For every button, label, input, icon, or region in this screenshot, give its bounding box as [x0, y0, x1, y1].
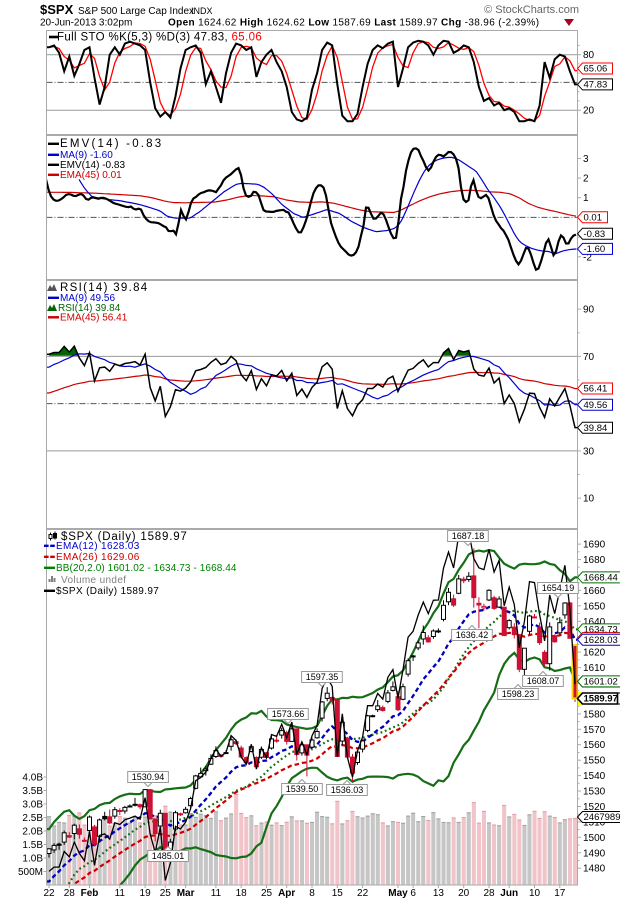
svg-text:1530.94: 1530.94 [132, 772, 165, 782]
svg-text:1536.03: 1536.03 [331, 785, 364, 795]
svg-text:1.5B: 1.5B [22, 840, 43, 851]
svg-text:15: 15 [332, 888, 344, 899]
svg-text:1: 1 [583, 193, 589, 204]
svg-text:1480: 1480 [583, 864, 606, 875]
svg-text:10: 10 [583, 494, 595, 505]
svg-text:19: 19 [140, 888, 152, 899]
svg-text:28: 28 [483, 888, 495, 899]
svg-text:25: 25 [261, 888, 273, 899]
svg-text:S&P 500 Large Cap Index: S&P 500 Large Cap Index [78, 6, 194, 17]
svg-text:1680: 1680 [583, 555, 606, 566]
svg-text:1530: 1530 [583, 787, 606, 798]
svg-text:6: 6 [410, 888, 416, 899]
svg-text:1601.02: 1601.02 [584, 677, 618, 688]
svg-text:10: 10 [529, 888, 541, 899]
svg-text:© StockCharts.com: © StockCharts.com [484, 4, 579, 16]
svg-text:EMA(12) 1628.03: EMA(12) 1628.03 [56, 541, 140, 552]
svg-text:1598.23: 1598.23 [502, 689, 535, 699]
svg-text:20: 20 [583, 106, 595, 117]
svg-text:-1.60: -1.60 [584, 244, 606, 255]
svg-text:1668.44: 1668.44 [584, 573, 618, 584]
svg-text:Mar: Mar [177, 888, 195, 899]
svg-text:EMA(45) 56.41: EMA(45) 56.41 [60, 313, 128, 324]
svg-text:BB(20,2.0) 1601.02 - 1634.73 -: BB(20,2.0) 1601.02 - 1634.73 - 1668.44 [56, 563, 237, 574]
svg-text:1690: 1690 [583, 540, 606, 551]
svg-text:500M: 500M [18, 867, 43, 878]
svg-text:1597.35: 1597.35 [306, 672, 339, 682]
svg-text:1539.50: 1539.50 [286, 784, 319, 794]
svg-text:49.56: 49.56 [584, 400, 608, 411]
svg-text:1620: 1620 [583, 648, 606, 659]
svg-text:1687.18: 1687.18 [452, 531, 485, 541]
svg-text:$SPX (Daily) 1589.97: $SPX (Daily) 1589.97 [56, 586, 159, 597]
svg-text:1573.66: 1573.66 [272, 709, 305, 719]
svg-text:EMA(26) 1629.06: EMA(26) 1629.06 [56, 552, 140, 563]
svg-text:1.0B: 1.0B [22, 854, 43, 865]
svg-text:-0.83: -0.83 [584, 229, 606, 240]
svg-text:1628.03: 1628.03 [584, 635, 618, 646]
svg-text:20-Jun-2013 3:02pm: 20-Jun-2013 3:02pm [40, 18, 132, 29]
svg-text:2.0B: 2.0B [22, 827, 43, 838]
svg-text:1650: 1650 [583, 601, 606, 612]
svg-text:1660: 1660 [583, 586, 606, 597]
svg-text:47.83: 47.83 [584, 80, 608, 91]
svg-text:1500: 1500 [583, 833, 606, 844]
svg-text:20: 20 [458, 888, 470, 899]
svg-text:2467989: 2467989 [584, 812, 620, 823]
svg-text:1570: 1570 [583, 725, 606, 736]
svg-text:1608.07: 1608.07 [527, 676, 560, 686]
svg-text:INDX: INDX [191, 6, 213, 16]
svg-text:56.41: 56.41 [584, 384, 608, 395]
svg-text:25: 25 [160, 888, 172, 899]
svg-text:3: 3 [583, 154, 589, 165]
svg-text:1654.19: 1654.19 [542, 583, 575, 593]
svg-text:3.5B: 3.5B [22, 786, 43, 797]
svg-text:Volume undef: Volume undef [61, 575, 126, 586]
svg-text:1560: 1560 [583, 740, 606, 751]
svg-text:1490: 1490 [583, 848, 606, 859]
svg-text:17: 17 [554, 888, 566, 899]
svg-text:1589.97: 1589.97 [584, 694, 618, 705]
svg-text:1610: 1610 [583, 663, 606, 674]
svg-text:1540: 1540 [583, 771, 606, 782]
svg-text:May: May [388, 888, 408, 899]
svg-text:$SPX: $SPX [40, 2, 74, 17]
svg-text:22: 22 [43, 888, 55, 899]
svg-text:Open 1624.62 High 1624.62 Low: Open 1624.62 High 1624.62 Low 1587.69 La… [168, 18, 539, 29]
svg-text:28: 28 [64, 888, 76, 899]
svg-text:80: 80 [583, 50, 595, 61]
svg-text:2: 2 [583, 174, 589, 185]
svg-text:30: 30 [583, 446, 595, 457]
svg-text:13: 13 [433, 888, 445, 899]
svg-text:4.0B: 4.0B [22, 773, 43, 784]
svg-text:1485.01: 1485.01 [152, 851, 185, 861]
svg-text:3.0B: 3.0B [22, 800, 43, 811]
svg-text:1580: 1580 [583, 709, 606, 720]
svg-text:18: 18 [236, 888, 248, 899]
svg-text:11: 11 [211, 888, 222, 899]
svg-text:11: 11 [115, 888, 126, 899]
svg-text:39.84: 39.84 [584, 423, 608, 434]
svg-text:Feb: Feb [81, 888, 99, 899]
svg-text:22: 22 [357, 888, 369, 899]
svg-text:EMV(14) -0.83: EMV(14) -0.83 [60, 138, 163, 150]
svg-text:0.01: 0.01 [584, 212, 603, 223]
svg-text:65.06: 65.06 [584, 64, 608, 75]
svg-text:1636.42: 1636.42 [456, 630, 489, 640]
svg-text:Full STO %K(5,3) %D(3) 47.83,: Full STO %K(5,3) %D(3) 47.83, 65.06 [57, 32, 262, 44]
svg-text:EMA(45) 0.01: EMA(45) 0.01 [60, 170, 122, 181]
svg-text:Jun: Jun [500, 888, 518, 899]
svg-text:1550: 1550 [583, 756, 606, 767]
svg-text:8: 8 [309, 888, 315, 899]
svg-text:Apr: Apr [278, 888, 295, 899]
svg-text:90: 90 [583, 305, 595, 316]
svg-text:70: 70 [583, 352, 595, 363]
svg-text:2.5B: 2.5B [22, 813, 43, 824]
